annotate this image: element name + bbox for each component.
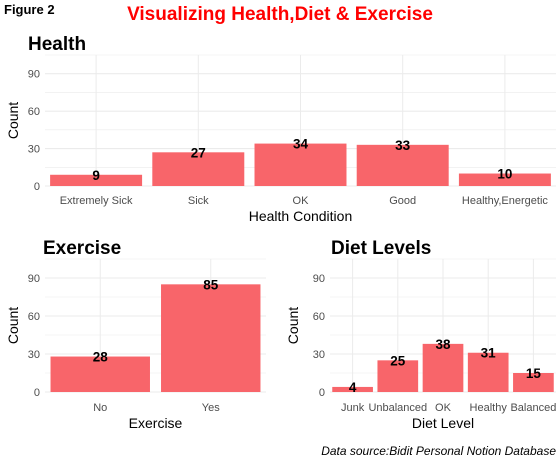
diet-y-tick-label: 90 bbox=[313, 273, 325, 285]
exercise-y-tick-label: 30 bbox=[28, 349, 40, 361]
diet-panel-title: Diet Levels bbox=[331, 238, 431, 259]
figure-label: Figure 2 bbox=[4, 2, 55, 17]
diet-y-tick-label: 0 bbox=[319, 387, 325, 399]
diet-x-tick-label: Junk bbox=[341, 402, 365, 414]
health-bar bbox=[458, 173, 551, 186]
diet-bar-value-label: 31 bbox=[481, 346, 497, 361]
health-bar-value-label: 27 bbox=[191, 145, 206, 160]
exercise-x-tick-label: No bbox=[93, 402, 107, 414]
health-bar bbox=[356, 144, 449, 186]
diet-bar bbox=[467, 352, 509, 392]
diet-bar bbox=[422, 343, 464, 392]
diet-bar-value-label: 4 bbox=[349, 380, 357, 395]
main-title: Visualizing Health,Diet & Exercise bbox=[127, 4, 433, 25]
diet-y-tick-label: 60 bbox=[313, 311, 325, 323]
health-y-tick-label: 30 bbox=[28, 144, 40, 156]
health-bar bbox=[254, 143, 347, 186]
health-bar bbox=[152, 152, 245, 186]
health-bar-value-label: 10 bbox=[497, 167, 512, 182]
diet-panel: Diet Levels 0 30 60 90 4 Junk 25 Unbalanced 38 OK… bbox=[285, 238, 556, 431]
diet-bar bbox=[513, 373, 554, 392]
exercise-bar bbox=[50, 356, 150, 392]
health-y-tick-label: 60 bbox=[28, 106, 40, 118]
health-y-tick-label: 0 bbox=[34, 181, 40, 193]
health-bar-value-label: 33 bbox=[395, 138, 411, 153]
exercise-x-axis-title: Exercise bbox=[129, 415, 183, 431]
health-x-tick-label: Extremely Sick bbox=[60, 195, 133, 207]
diet-x-tick-label: OK bbox=[435, 402, 452, 414]
exercise-bar-value-label: 85 bbox=[203, 277, 219, 292]
diet-x-tick-label: Balanced bbox=[510, 402, 556, 414]
exercise-panel-title: Exercise bbox=[43, 238, 121, 259]
diet-x-tick-label: Unbalanced bbox=[368, 402, 427, 414]
health-bar bbox=[50, 174, 143, 186]
diet-bar bbox=[377, 360, 419, 392]
health-x-tick-label: Good bbox=[389, 195, 416, 207]
health-x-tick-label: OK bbox=[293, 195, 310, 207]
exercise-x-tick-label: Yes bbox=[202, 402, 220, 414]
diet-x-axis-title: Diet Level bbox=[412, 415, 474, 431]
exercise-y-axis-title: Count bbox=[5, 307, 21, 344]
exercise-y-tick-label: 60 bbox=[28, 311, 40, 323]
diet-bar-value-label: 38 bbox=[435, 337, 451, 352]
diet-y-axis-title: Count bbox=[285, 307, 301, 344]
health-x-axis-title: Health Condition bbox=[249, 208, 353, 224]
exercise-y-tick-label: 0 bbox=[34, 387, 40, 399]
health-x-tick-label: Sick bbox=[188, 195, 209, 207]
health-y-axis-title: Count bbox=[5, 102, 21, 139]
exercise-y-tick-label: 90 bbox=[28, 273, 40, 285]
diet-bar-value-label: 25 bbox=[390, 353, 406, 368]
diet-bar-value-label: 15 bbox=[526, 366, 542, 381]
caption: Data source:Bidit Personal Notion Databa… bbox=[321, 444, 556, 458]
health-y-tick-label: 90 bbox=[28, 69, 40, 81]
health-panel-title: Health bbox=[28, 34, 86, 55]
health-bar-value-label: 34 bbox=[293, 137, 309, 152]
diet-bar bbox=[332, 386, 373, 392]
health-bar-value-label: 9 bbox=[92, 168, 100, 183]
exercise-bar-value-label: 28 bbox=[93, 350, 109, 365]
diet-x-tick-label: Healthy bbox=[470, 402, 508, 414]
health-x-tick-label: Healthy,Energetic bbox=[462, 195, 549, 207]
diet-y-tick-label: 30 bbox=[313, 349, 325, 361]
exercise-bar bbox=[161, 284, 261, 392]
health-panel: Health 0 30 60 90 9 Extremely Sick 27 Sick 34 OK 3… bbox=[5, 34, 556, 224]
exercise-panel: Exercise 0 30 60 90 28 No 85 Yes Exercise Count bbox=[5, 238, 266, 431]
